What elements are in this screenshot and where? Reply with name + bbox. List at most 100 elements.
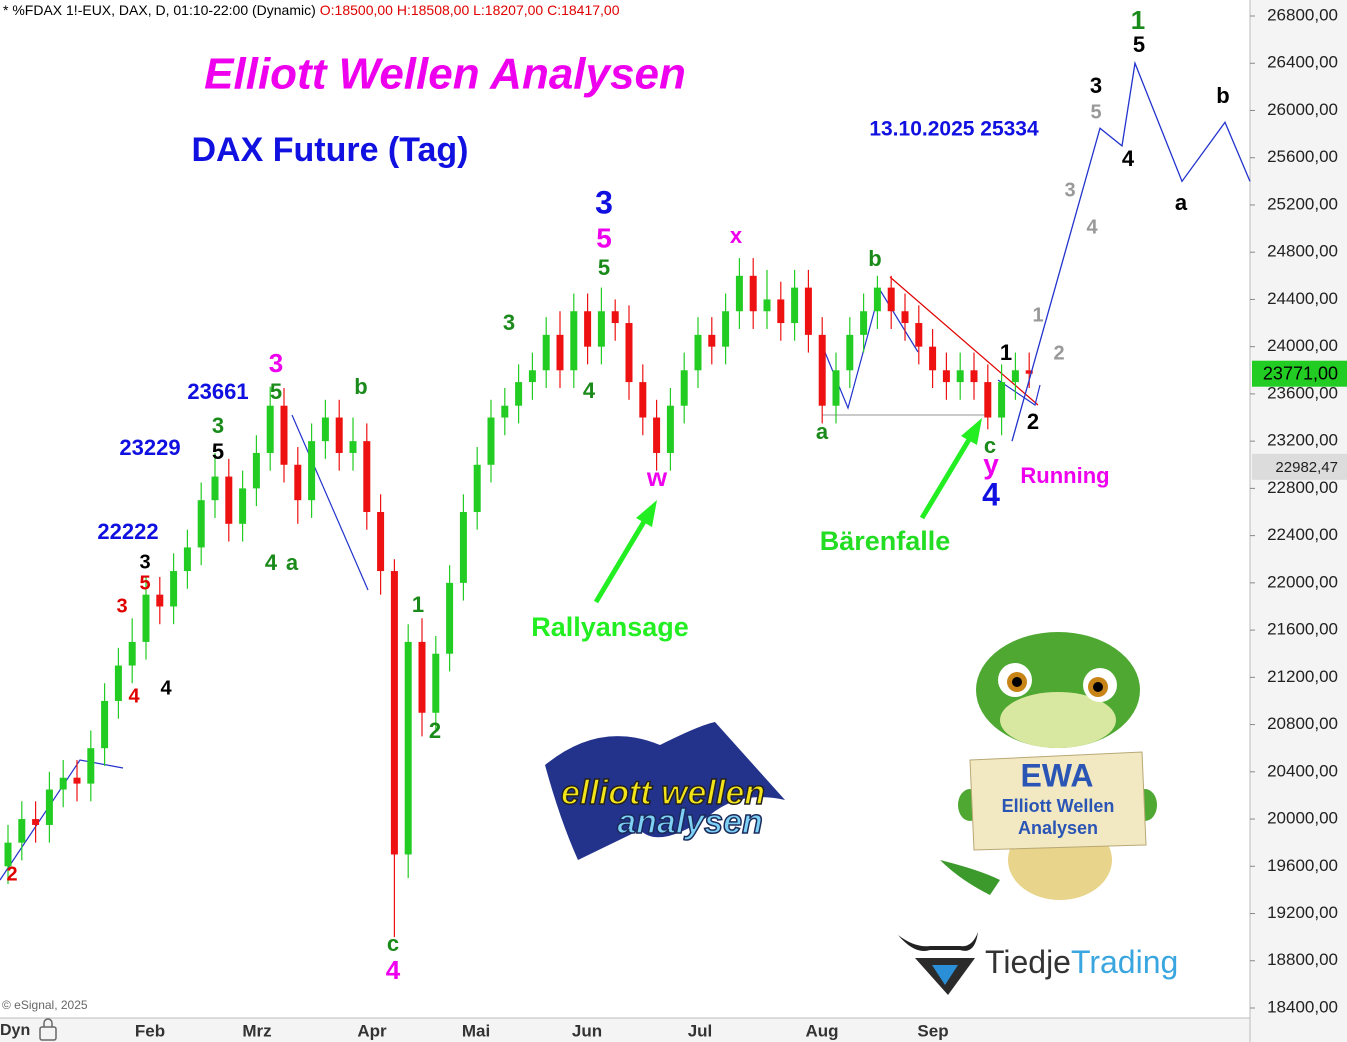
x-tick-label: Jul <box>688 1021 713 1040</box>
mascot-text: Analysen <box>1018 818 1098 838</box>
candle-body <box>556 334 564 371</box>
wave-label: 4 <box>1122 146 1135 171</box>
wave-label: 5 <box>598 255 610 280</box>
wave-label: 5 <box>596 222 612 253</box>
wave-label: 4 <box>1086 216 1098 238</box>
chart-subtitle: DAX Future (Tag) <box>191 131 468 169</box>
candle-body <box>666 405 674 453</box>
wave-label: 2 <box>1027 409 1039 434</box>
candle-body <box>763 299 771 312</box>
candle-body <box>349 441 357 453</box>
wave-label: 4 <box>583 378 596 403</box>
candle-body <box>942 370 950 383</box>
candle-body <box>1025 370 1033 374</box>
wave-label: y <box>983 448 999 479</box>
candle-body <box>501 405 509 418</box>
lock-icon[interactable] <box>39 1018 57 1041</box>
price-tag <box>1252 453 1347 480</box>
candle-body <box>832 370 840 406</box>
candle-body <box>570 311 578 371</box>
candle-body <box>252 452 260 489</box>
candle-body <box>183 547 191 572</box>
price-tag-label: 23771,00 <box>1263 363 1338 383</box>
candle-body <box>887 287 895 312</box>
y-axis-panel <box>1250 0 1347 1042</box>
wave-label: 4 <box>386 955 401 985</box>
header: * %FDAX 1!-EUX, DAX, D, 01:10-22:00 (Dyn… <box>3 2 620 18</box>
candle-body <box>694 334 702 371</box>
candle-body <box>156 594 164 607</box>
candle-body <box>446 582 454 654</box>
wave-label: b <box>1216 83 1229 108</box>
candle-body <box>487 417 495 465</box>
candle-body <box>197 500 205 548</box>
candle-body <box>597 311 605 347</box>
candle-body <box>87 748 95 784</box>
wave-label: w <box>646 462 668 492</box>
y-tick-label: 25600,00 <box>1267 147 1338 166</box>
x-tick-label: Jun <box>572 1021 602 1040</box>
y-tick-label: 18800,00 <box>1267 950 1338 969</box>
wave-label: 4 <box>128 685 140 707</box>
wave-label: 3 <box>1090 73 1102 98</box>
candle-body <box>528 370 536 383</box>
y-tick-label: 24000,00 <box>1267 336 1338 355</box>
candle-body <box>929 346 937 371</box>
candle-body <box>722 311 730 347</box>
candle-body <box>956 370 964 383</box>
candle-body <box>225 476 233 524</box>
brand-part: Trading <box>1071 944 1178 980</box>
candle-body <box>128 641 136 666</box>
wave-label: 22222 <box>97 519 158 544</box>
y-tick-label: 24400,00 <box>1267 289 1338 308</box>
candle-body <box>818 334 826 406</box>
candle-body <box>211 476 219 501</box>
candle-body <box>777 299 785 324</box>
y-tick-label: 20400,00 <box>1267 761 1338 780</box>
x-mode[interactable]: Dyn <box>0 1022 30 1039</box>
wave-label: 4 <box>982 476 1000 512</box>
y-tick-label: 26800,00 <box>1267 5 1338 24</box>
y-tick-label: 26000,00 <box>1267 100 1338 119</box>
candle-body <box>653 417 661 453</box>
candle-body <box>280 405 288 465</box>
ohlc: O:18500,00 H:18508,00 L:18207,00 C:18417… <box>320 2 620 18</box>
candles <box>4 258 1033 938</box>
y-tick-label: 18400,00 <box>1267 997 1338 1016</box>
wave-label: 2 <box>6 863 17 885</box>
candle-body <box>915 323 923 347</box>
wave-label: 5 <box>1133 32 1145 57</box>
candle-body <box>901 311 909 324</box>
wave-label: a <box>286 550 299 575</box>
wave-label: 3 <box>1064 179 1075 201</box>
wave-label: 5 <box>1090 101 1101 123</box>
wave-label: 2 <box>429 718 441 743</box>
x-tick-label: Apr <box>357 1021 387 1040</box>
candle-body <box>45 789 53 825</box>
candle-body <box>142 594 150 642</box>
y-tick-label: 20000,00 <box>1267 809 1338 828</box>
y-tick-label: 23200,00 <box>1267 431 1338 450</box>
candle-body <box>680 370 688 406</box>
candle-body <box>4 842 12 867</box>
wave-label: 3 <box>503 310 515 335</box>
wave-label: Bärenfalle <box>820 526 951 556</box>
x-tick-label: Sep <box>917 1021 948 1040</box>
wave-label: 3 <box>116 595 127 617</box>
wave-label: 5 <box>270 379 282 404</box>
x-tick-label: Mrz <box>242 1021 271 1040</box>
candle-body <box>639 382 647 418</box>
wave-label: 5 <box>212 439 224 464</box>
wave-label: 1 <box>1131 5 1145 35</box>
mascot: EWA Elliott Wellen Analysen <box>940 632 1157 900</box>
wave-label: b <box>868 246 881 271</box>
candle-body <box>432 653 440 713</box>
wave-label: 3 <box>595 184 613 220</box>
y-tick-label: 26400,00 <box>1267 53 1338 72</box>
candle-body <box>804 287 812 335</box>
candle-body <box>335 417 343 453</box>
candle-body <box>73 777 81 784</box>
x-tick-label: Aug <box>805 1021 838 1040</box>
price-tag <box>1252 360 1347 387</box>
